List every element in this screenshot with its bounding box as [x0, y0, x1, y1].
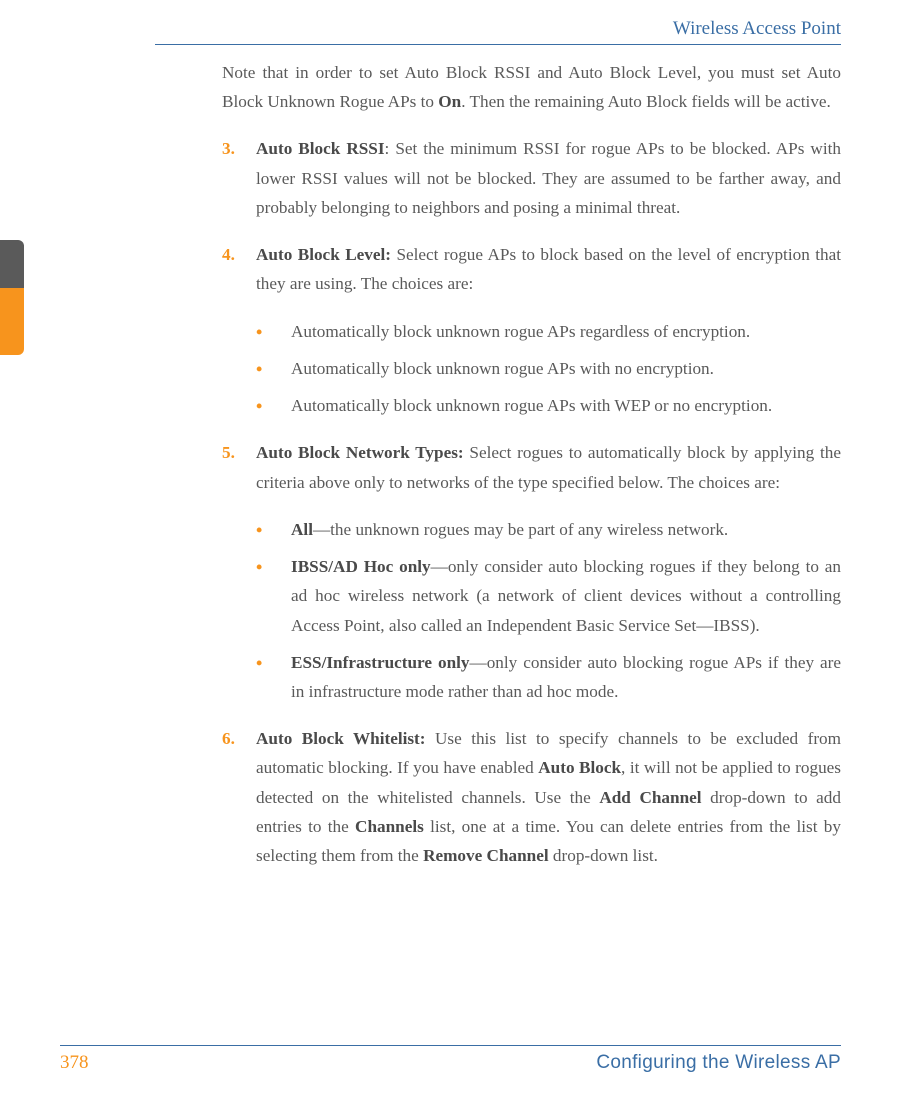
- item6-b1: Auto Block: [538, 758, 621, 777]
- item4-bullet-2: • Automatically block unknown rogue APs …: [222, 354, 841, 383]
- page-content: Note that in order to set Auto Block RSS…: [222, 58, 841, 888]
- item5-bullet-3: • ESS/Infrastructure only—only consider …: [222, 648, 841, 706]
- footer-section-title: Configuring the Wireless AP: [596, 1052, 841, 1074]
- item5-b2-head: IBSS/AD Hoc only: [291, 557, 431, 576]
- list-item-6: 6. Auto Block Whitelist: Use this list t…: [222, 724, 841, 870]
- page-footer: 378 Configuring the Wireless AP: [60, 1045, 841, 1074]
- item4-b2-text: Automatically block unknown rogue APs wi…: [291, 359, 714, 378]
- bullet-icon: •: [256, 317, 262, 348]
- tab-marker-bottom: [0, 288, 24, 355]
- item4-bullet-3: • Automatically block unknown rogue APs …: [222, 391, 841, 420]
- bullet-icon: •: [256, 515, 262, 546]
- item5-b1-head: All: [291, 520, 313, 539]
- bullet-icon: •: [256, 552, 262, 583]
- list-item-5: 5. Auto Block Network Types: Select rogu…: [222, 438, 841, 496]
- header-title: Wireless Access Point: [155, 18, 841, 45]
- bullet-icon: •: [256, 354, 262, 385]
- bullet-icon: •: [256, 391, 262, 422]
- item4-b3-text: Automatically block unknown rogue APs wi…: [291, 396, 772, 415]
- item5-head: Auto Block Network Types:: [256, 443, 464, 462]
- item5-bullet-1: • All—the unknown rogues may be part of …: [222, 515, 841, 544]
- list-number-3: 3.: [222, 134, 235, 163]
- page-header: Wireless Access Point: [155, 18, 841, 45]
- list-number-4: 4.: [222, 240, 235, 269]
- item6-b4: Remove Channel: [423, 846, 549, 865]
- item4-head: Auto Block Level:: [256, 245, 391, 264]
- item6-t5: drop-down list.: [549, 846, 658, 865]
- item6-b2: Add Channel: [599, 788, 701, 807]
- item5-bullet-2: • IBSS/AD Hoc only—only consider auto bl…: [222, 552, 841, 640]
- item5-b1-body: —the unknown rogues may be part of any w…: [313, 520, 728, 539]
- side-tab-marker: [0, 240, 24, 355]
- list-number-6: 6.: [222, 724, 235, 753]
- item4-bullet-1: • Automatically block unknown rogue APs …: [222, 317, 841, 346]
- tab-marker-top: [0, 240, 24, 288]
- list-item-3: 3. Auto Block RSSI: Set the minimum RSSI…: [222, 134, 841, 222]
- intro-bold-on: On: [438, 92, 461, 111]
- intro-paragraph: Note that in order to set Auto Block RSS…: [222, 58, 841, 116]
- bullet-icon: •: [256, 648, 262, 679]
- item4-b1-text: Automatically block unknown rogue APs re…: [291, 322, 750, 341]
- item3-head: Auto Block RSSI: [256, 139, 385, 158]
- intro-post: . Then the remaining Auto Block fields w…: [461, 92, 831, 111]
- list-item-4: 4. Auto Block Level: Select rogue APs to…: [222, 240, 841, 298]
- item5-b3-head: ESS/Infrastructure only: [291, 653, 470, 672]
- page-number: 378: [60, 1052, 89, 1074]
- item6-b3: Channels: [355, 817, 424, 836]
- item6-head: Auto Block Whitelist:: [256, 729, 426, 748]
- list-number-5: 5.: [222, 438, 235, 467]
